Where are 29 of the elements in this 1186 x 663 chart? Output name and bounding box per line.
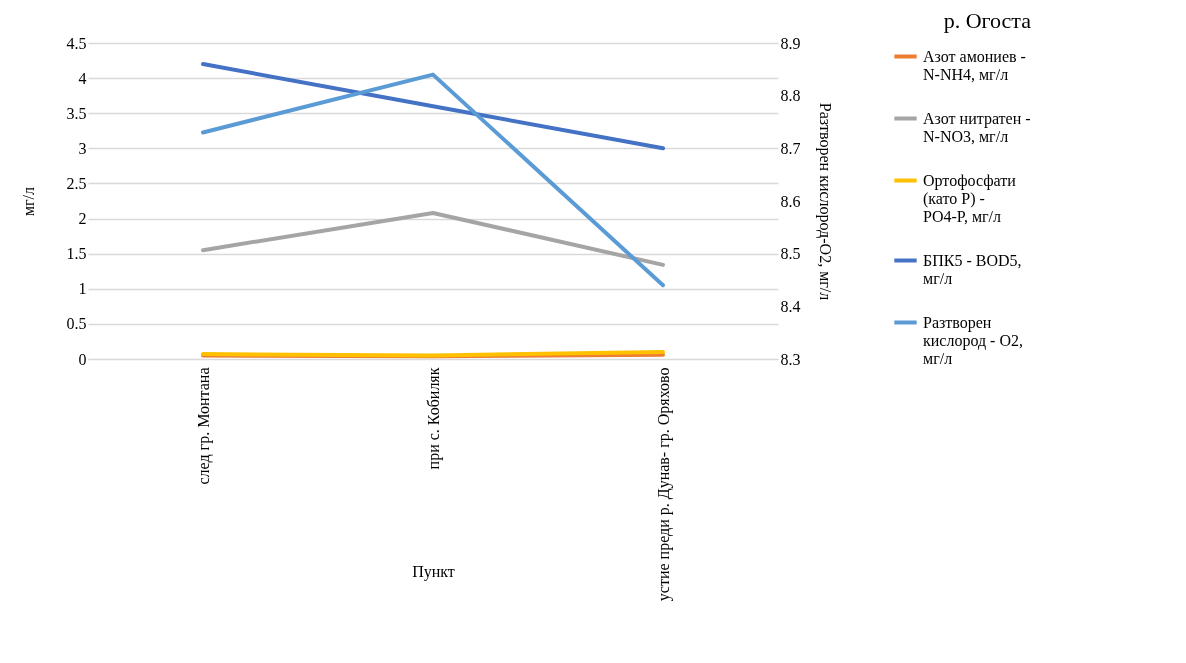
legend-label: БПК5 - BOD5, мг/л bbox=[923, 251, 1022, 287]
x-tick-label: устие преди р. Дунав- гр. Оряхово bbox=[654, 367, 673, 602]
y2-tick-label: 8.4 bbox=[780, 297, 801, 315]
y-tick-label: 0.5 bbox=[66, 315, 87, 333]
x-tick-label: при с. Кобиляк bbox=[424, 367, 443, 470]
y2-tick-label: 8.6 bbox=[780, 192, 801, 210]
y2-tick-label: 8.7 bbox=[780, 139, 801, 157]
y-tick-label: 2.5 bbox=[66, 174, 87, 192]
y-tick-label: 1.5 bbox=[66, 245, 87, 263]
y-axis-title: мг/л bbox=[19, 186, 37, 217]
y-tick-label: 3.5 bbox=[66, 104, 87, 122]
y-tick-label: 4 bbox=[78, 69, 87, 87]
y-tick-label: 4.5 bbox=[66, 34, 87, 52]
legend-label: Азот нитратен - N-NO3, мг/л bbox=[923, 109, 1031, 145]
x-tick-label: след гр. Монтана bbox=[194, 367, 213, 485]
text: р. Огоста bbox=[943, 8, 1032, 33]
x-axis-title: Пункт bbox=[412, 562, 455, 581]
legend-label: Ортофосфати (като Р) - PO4-P, мг/л bbox=[923, 171, 1017, 225]
y-tick-label: 3 bbox=[78, 139, 87, 157]
y2-tick-label: 8.8 bbox=[780, 87, 801, 105]
y2-tick-label: 8.5 bbox=[780, 245, 801, 263]
y-tick-label: 2 bbox=[78, 210, 87, 228]
y-tick-label: 1 bbox=[78, 280, 87, 298]
y2-tick-label: 8.3 bbox=[780, 350, 801, 368]
legend-label: Разтворен кислород - O2, мг/л bbox=[923, 313, 1023, 367]
y2-axis-title: Разтворен кислород-О2, мг/л bbox=[815, 102, 834, 301]
y-tick-label: 0 bbox=[78, 350, 87, 368]
y2-tick-label: 8.9 bbox=[780, 34, 801, 52]
legend-label: Азот амониев - N-NH4, мг/л bbox=[923, 47, 1026, 83]
